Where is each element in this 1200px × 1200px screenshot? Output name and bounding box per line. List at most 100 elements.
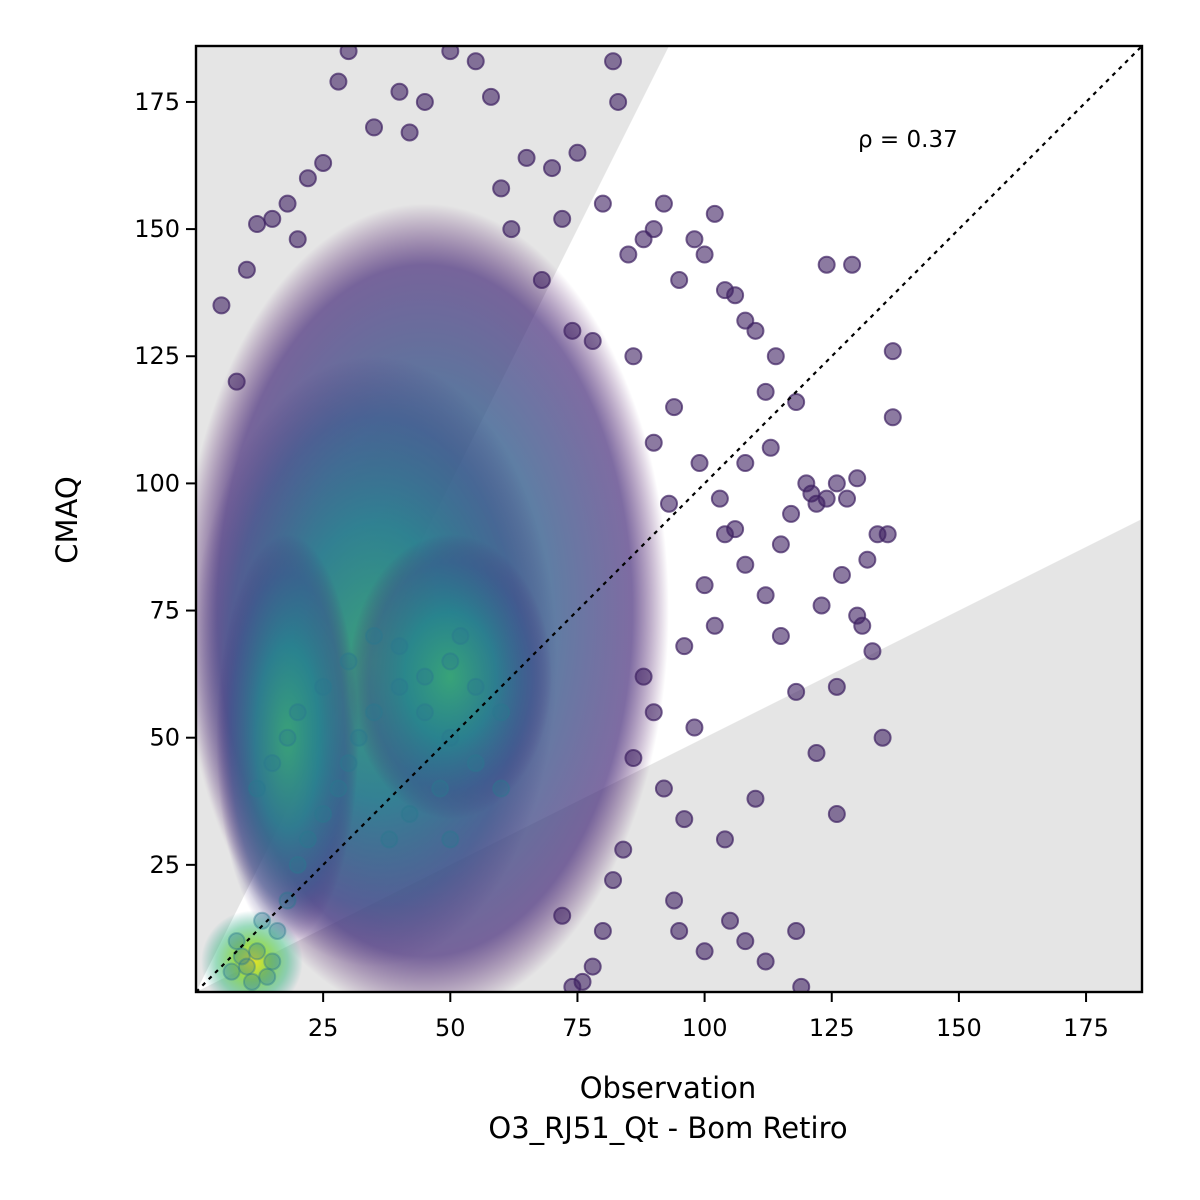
data-point [695, 245, 714, 264]
data-point [883, 408, 902, 427]
density-cloud [196, 203, 669, 992]
data-point [787, 682, 806, 701]
x-axis-label-station: O3_RJ51_Qt - Bom Retiro [488, 1111, 847, 1145]
y-tick-label: 175 [134, 88, 180, 116]
data-point [766, 347, 785, 366]
data-point [481, 87, 500, 106]
data-point [756, 382, 775, 401]
data-point-core [248, 779, 267, 798]
data-point [329, 72, 348, 91]
one-to-one-line [196, 46, 1142, 992]
data-point [604, 871, 623, 890]
data-point-core [253, 911, 272, 930]
data-point [593, 194, 612, 213]
y-tick-label: 100 [134, 469, 180, 497]
density-center [348, 534, 553, 820]
data-point [756, 586, 775, 605]
data-point [736, 454, 755, 473]
data-point [832, 565, 851, 584]
data-point [756, 952, 775, 971]
data-point-core [349, 728, 368, 747]
data-point [827, 474, 846, 493]
data-point [685, 718, 704, 737]
x-axis-ticks: 25 50 75 100 125 150 175 [308, 992, 1109, 1042]
data-point-core [314, 804, 333, 823]
data-point [609, 92, 628, 111]
data-point [278, 194, 297, 213]
data-point [685, 230, 704, 249]
data-point [654, 194, 673, 213]
y-tick-label: 150 [134, 215, 180, 243]
x-tick-label: 125 [809, 1014, 855, 1042]
data-point-core [466, 677, 485, 696]
data-point [761, 438, 780, 457]
x-axis-label: Observation [580, 1071, 757, 1105]
data-point [288, 230, 307, 249]
data-point-core [400, 804, 419, 823]
data-point [675, 810, 694, 829]
data-point [624, 347, 643, 366]
plot-frame [194, 44, 1144, 994]
data-point [614, 840, 633, 859]
x-tick-label: 50 [435, 1014, 466, 1042]
data-point [665, 398, 684, 417]
data-point [563, 977, 582, 992]
data-point-core [339, 652, 358, 671]
data-point [853, 616, 872, 635]
data-point-core [222, 962, 241, 981]
plot-area [196, 46, 1142, 992]
data-point-core [492, 779, 511, 798]
data-point [838, 489, 857, 508]
data-point-core [314, 677, 333, 696]
scatter-points [212, 46, 902, 992]
data-point [441, 46, 460, 61]
data-point [695, 942, 714, 961]
data-point [736, 555, 755, 574]
data-point [644, 433, 663, 452]
data-point-core [380, 830, 399, 849]
y-tick-label: 125 [134, 342, 180, 370]
data-point [492, 179, 511, 198]
data-point [792, 977, 811, 992]
data-point-core [248, 942, 267, 961]
data-point-core [441, 652, 460, 671]
data-point [466, 52, 485, 71]
data-point-core [451, 626, 470, 645]
data-point [532, 270, 551, 289]
data-point [771, 626, 790, 645]
data-point [670, 270, 689, 289]
data-point [705, 616, 724, 635]
data-point [848, 469, 867, 488]
data-point [314, 153, 333, 172]
data-point [298, 169, 317, 188]
data-point [212, 296, 231, 315]
data-point [390, 82, 409, 101]
data-point [227, 372, 246, 391]
density-left [216, 534, 359, 942]
y-axis-ticks: 25 50 75 100 125 150 175 [134, 88, 196, 879]
data-point [705, 204, 724, 223]
data-point [237, 260, 256, 279]
data-point [263, 209, 282, 228]
x-tick-label: 150 [936, 1014, 982, 1042]
data-point [624, 749, 643, 768]
data-point [339, 46, 358, 61]
data-point [502, 220, 521, 239]
annotation-rho: ρ = 0.37 [858, 127, 958, 153]
y-axis-label: CMAQ [50, 476, 84, 563]
data-point [843, 255, 862, 274]
data-point-core [242, 972, 261, 991]
data-point [248, 215, 267, 234]
x-tick-label: 75 [562, 1014, 593, 1042]
data-point [726, 286, 745, 305]
data-point-core [390, 637, 409, 656]
data-point [690, 454, 709, 473]
data-point [787, 393, 806, 412]
data-point [771, 535, 790, 554]
data-point [807, 743, 826, 762]
y-tick-label: 50 [149, 724, 180, 752]
data-point [660, 494, 678, 513]
data-point [543, 159, 562, 178]
data-point [583, 331, 602, 350]
